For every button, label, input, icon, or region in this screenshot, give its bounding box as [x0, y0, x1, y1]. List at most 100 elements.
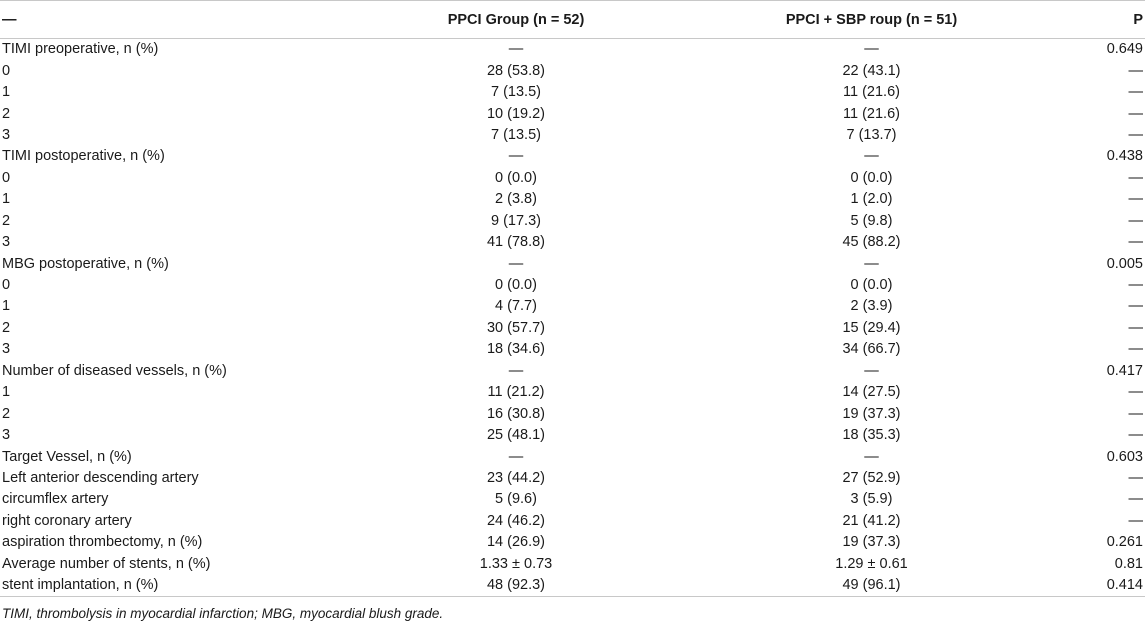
ppci-sbp-value: 5 (9.8): [850, 212, 893, 229]
ppci-sbp-value: 45 (88.2): [842, 234, 901, 251]
table-row: circumflex artery 5 (9.6) 3 (5.9) —: [0, 489, 1145, 510]
table-row: Number of diseased vessels, n (%) — — 0.417: [0, 361, 1145, 382]
header-variable: —: [0, 1, 344, 39]
table-row: Left anterior descending artery 23 (44.2)…: [0, 468, 1145, 489]
ppci-value: 48 (92.3): [344, 574, 688, 598]
p-value: —: [1128, 319, 1144, 336]
row-label: MBG postoperative, n (%): [2, 255, 169, 272]
p-value: —: [1128, 298, 1144, 315]
table-row: Target Vessel, n (%) — — 0.603: [0, 446, 1145, 467]
ppci-sbp-value: 0 (0.0): [850, 169, 893, 186]
row-label: TIMI postoperative, n (%): [2, 148, 165, 165]
p-value: 0.261: [1106, 534, 1143, 551]
ppci-sbp-value: —: [864, 148, 879, 165]
ppci-sbp-value: 0 (0.0): [850, 277, 893, 294]
table-row: 1 2 (3.8) 1 (2.0) —: [0, 189, 1145, 210]
ppci-value: 16 (30.8): [486, 405, 546, 422]
ppci-sbp-value: 1.29 ± 0.61: [835, 555, 908, 572]
table-row: 1 7 (13.5) 11 (21.6) —: [0, 82, 1145, 103]
p-value: —: [1128, 105, 1144, 122]
table-row: 2 9 (17.3) 5 (9.8) —: [0, 211, 1145, 232]
p-value: —: [1128, 384, 1144, 401]
ppci-sbp-value: 1 (2.0): [850, 191, 893, 208]
table-row: TIMI postoperative, n (%) — — 0.438: [0, 146, 1145, 167]
p-value: —: [1128, 191, 1144, 208]
row-label: aspiration thrombectomy, n (%): [2, 534, 203, 551]
row-label: 3: [2, 126, 11, 143]
row-label: 2: [2, 319, 11, 336]
p-value: —: [1128, 491, 1144, 508]
row-label: 1: [2, 298, 11, 315]
table-row: Average number of stents, n (%) 1.33 ± 0.…: [0, 554, 1145, 575]
ppci-value: —: [508, 41, 524, 58]
ppci-sbp-value: —: [864, 362, 879, 379]
ppci-value: 30 (57.7): [486, 319, 546, 336]
row-label: 2: [2, 105, 11, 122]
table-top-rule: [0, 0, 1145, 1]
row-label: 2: [2, 212, 11, 229]
p-value: 0.414: [1055, 574, 1145, 598]
row-label: right coronary artery: [2, 512, 132, 529]
ppci-value: 11 (21.2): [487, 384, 545, 401]
ppci-sbp-value: 14 (27.5): [842, 384, 901, 401]
table-row: MBG postoperative, n (%) — — 0.005: [0, 253, 1145, 274]
table-row: TIMI preoperative, n (%) — — 0.649: [0, 39, 1145, 61]
ppci-value: 9 (17.3): [491, 212, 541, 229]
ppci-sbp-value: 11 (21.6): [843, 105, 900, 122]
ppci-value: 10 (19.2): [486, 105, 546, 122]
ppci-sbp-value: —: [864, 255, 879, 272]
table-footnote: TIMI, thrombolysis in myocardial infarct…: [2, 606, 444, 622]
ppci-value: 7 (13.5): [491, 84, 541, 101]
table-row: 2 30 (57.7) 15 (29.4) —: [0, 318, 1145, 339]
p-value: —: [1128, 212, 1144, 229]
ppci-sbp-value: 3 (5.9): [850, 491, 893, 508]
table-row: 3 25 (48.1) 18 (35.3) —: [0, 425, 1145, 446]
ppci-value: 7 (13.5): [491, 126, 541, 143]
ppci-value: 28 (53.8): [486, 62, 546, 79]
row-label: Left anterior descending artery: [2, 469, 199, 486]
ppci-sbp-value: 7 (13.7): [846, 126, 897, 143]
row-label: 1: [2, 84, 11, 101]
row-label: 0: [2, 277, 11, 294]
p-value: 0.649: [1106, 41, 1143, 58]
table-row: 0 28 (53.8) 22 (43.1) —: [0, 60, 1145, 81]
ppci-sbp-value: 15 (29.4): [842, 319, 901, 336]
header-p-value: P: [1055, 1, 1145, 39]
ppci-value: 14 (26.9): [486, 534, 546, 551]
ppci-value: 24 (46.2): [486, 512, 546, 529]
p-value: 0.438: [1106, 148, 1143, 165]
table-row: 3 7 (13.5) 7 (13.7) —: [0, 125, 1145, 146]
row-label: 3: [2, 234, 11, 251]
ppci-value: —: [508, 362, 524, 379]
row-label: 3: [2, 341, 11, 358]
table-row: 1 11 (21.2) 14 (27.5) —: [0, 382, 1145, 403]
row-label: Number of diseased vessels, n (%): [2, 362, 227, 379]
ppci-sbp-value: 18 (35.3): [842, 427, 901, 444]
ppci-value: 5 (9.6): [495, 491, 537, 508]
table-row: 0 0 (0.0) 0 (0.0) —: [0, 275, 1145, 296]
header-ppci-sbp-group: PPCI + SBP roup (n = 51): [688, 1, 1055, 39]
row-label: 1: [2, 384, 11, 401]
row-label: stent implantation, n (%): [0, 574, 344, 598]
p-value: 0.417: [1106, 362, 1143, 379]
p-value: —: [1128, 84, 1144, 101]
ppci-value: —: [508, 148, 524, 165]
ppci-sbp-value: 19 (37.3): [842, 534, 901, 551]
ppci-sbp-value: —: [864, 41, 879, 58]
row-label: TIMI preoperative, n (%): [2, 41, 159, 58]
table-row: 1 4 (7.7) 2 (3.9) —: [0, 296, 1145, 317]
p-value: —: [1128, 277, 1144, 294]
ppci-sbp-value: 11 (21.6): [843, 84, 900, 101]
p-value: —: [1128, 62, 1144, 79]
ppci-value: 1.33 ± 0.73: [479, 555, 553, 572]
ppci-value: —: [508, 255, 524, 272]
ppci-sbp-value: 19 (37.3): [842, 405, 901, 422]
row-label: 3: [2, 427, 11, 444]
ppci-sbp-value: 2 (3.9): [850, 298, 893, 315]
table-row: right coronary artery 24 (46.2) 21 (41.2) —: [0, 511, 1145, 532]
p-value: 0.005: [1106, 255, 1143, 272]
row-label: Target Vessel, n (%): [2, 448, 132, 465]
table-row: stent implantation, n (%) 48 (92.3) 49 (96…: [0, 574, 1145, 598]
ppci-value: 4 (7.7): [495, 298, 537, 315]
p-value: —: [1128, 512, 1144, 529]
